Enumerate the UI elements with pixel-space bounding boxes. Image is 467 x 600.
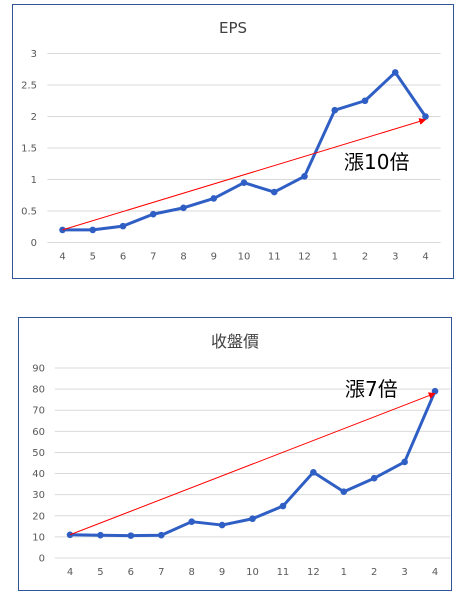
price-data-point — [310, 468, 317, 476]
price-trend-arrow — [69, 392, 436, 536]
price-y-tick-label: 50 — [32, 448, 45, 459]
price-data-point — [249, 515, 256, 523]
eps-y-tick-label: 3 — [31, 49, 37, 60]
price-x-tick-label: 9 — [219, 567, 225, 578]
eps-data-point — [270, 188, 278, 196]
price-y-tick-label: 70 — [32, 406, 45, 417]
eps-data-point — [301, 173, 308, 180]
eps-x-tick-label: 6 — [120, 252, 126, 263]
eps-trend-arrow — [62, 118, 427, 231]
eps-chart-svg: 00.511.522.534 5 6 7 8 9 10 11 12 1 2 3 4 — [21, 49, 441, 263]
price-x-tick-label: 1 — [341, 567, 347, 578]
eps-y-tick-label: 0 — [31, 238, 37, 249]
price-x-tick-label: 5 — [97, 567, 103, 578]
price-data-point — [97, 531, 104, 539]
eps-x-tick-label: 3 — [392, 252, 398, 263]
eps-data-point — [391, 69, 399, 76]
eps-y-tick-label: 1.5 — [21, 144, 37, 155]
eps-data-point — [331, 106, 339, 114]
eps-y-tick-label: 0.5 — [21, 207, 37, 218]
price-data-point — [370, 474, 378, 482]
chart-title: 收盤價 — [210, 332, 259, 351]
price-y-tick-label: 10 — [32, 532, 45, 543]
price-data-point — [188, 518, 195, 525]
price-x-tick-label: 2 — [371, 567, 377, 578]
price-y-tick-label: 20 — [32, 511, 45, 522]
eps-x-tick-label: 5 — [90, 252, 96, 263]
price-chart-panel: 收盤價 0 10 20 30 40 50 60 70 80 90 4 5 6 7 8 9 10 11 12 1 2 3 4 … — [18, 317, 452, 591]
price-data-point — [340, 488, 348, 496]
eps-x-tick-label: 2 — [362, 252, 368, 263]
price-x-tick-label: 7 — [158, 567, 164, 578]
eps-data-point — [119, 222, 127, 230]
eps-y-tick-label: 2.5 — [21, 81, 37, 92]
eps-x-tick-label: 9 — [211, 252, 217, 263]
price-y-tick-label: 90 — [32, 364, 45, 375]
price-data-point — [127, 532, 135, 539]
eps-data-point — [210, 195, 218, 202]
eps-data-point — [89, 226, 97, 234]
eps-x-tick-label: 4 — [422, 252, 428, 263]
price-data-point — [157, 531, 165, 539]
eps-x-tick-label: 4 — [59, 252, 65, 263]
eps-x-tick-label: 7 — [150, 252, 156, 263]
eps-y-tick-label: 1 — [31, 175, 37, 186]
eps-data-point — [240, 179, 248, 186]
price-y-tick-label: 60 — [32, 427, 45, 438]
price-y-tick-label: 30 — [32, 490, 45, 501]
price-y-tick-label: 0 — [39, 554, 45, 565]
price-data-point — [401, 458, 408, 466]
eps-data-point — [361, 97, 369, 105]
eps-x-tick-label: 10 — [238, 252, 251, 263]
price-y-tick-label: 80 — [32, 385, 45, 396]
eps-x-tick-label: 8 — [180, 252, 186, 263]
eps-data-point — [149, 210, 157, 218]
price-x-tick-label: 11 — [277, 567, 290, 578]
chart-title: EPS — [218, 19, 248, 37]
eps-data-point — [422, 113, 429, 120]
price-x-tick-label: 6 — [128, 567, 134, 578]
eps-y-tick-label: 2 — [31, 112, 37, 123]
price-annotation: 漲7倍 — [345, 377, 398, 401]
eps-annotation: 漲10倍 — [344, 150, 410, 174]
price-x-tick-label: 3 — [401, 567, 407, 578]
price-x-tick-label: 4 — [432, 567, 438, 578]
price-data-point — [279, 502, 287, 510]
eps-x-tick-label: 1 — [332, 252, 338, 263]
price-y-tick-label: 40 — [32, 469, 45, 480]
price-x-tick-label: 4 — [67, 567, 73, 578]
price-x-tick-label: 12 — [307, 567, 320, 578]
eps-x-tick-label: 11 — [268, 252, 281, 263]
price-x-tick-label: 10 — [246, 567, 259, 578]
eps-data-point — [180, 204, 187, 212]
eps-chart-panel: EPS 0 0.5 1 1.5 2 2.5 3 4 5 6 7 8 9 10 11 12 1 2 3 4 漲10倍 — [12, 4, 454, 279]
price-data-point — [218, 521, 226, 529]
eps-x-tick-label: 12 — [298, 252, 311, 263]
price-x-tick-label: 8 — [188, 567, 194, 578]
